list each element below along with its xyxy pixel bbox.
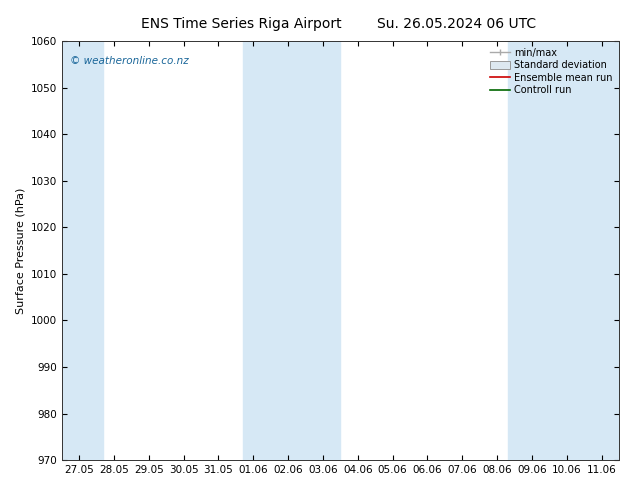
- Text: Su. 26.05.2024 06 UTC: Su. 26.05.2024 06 UTC: [377, 17, 536, 31]
- Y-axis label: Surface Pressure (hPa): Surface Pressure (hPa): [15, 187, 25, 314]
- Bar: [61, 41, 103, 460]
- Text: © weatheronline.co.nz: © weatheronline.co.nz: [70, 56, 189, 66]
- Bar: [508, 41, 619, 460]
- Bar: [243, 41, 340, 460]
- Legend: min/max, Standard deviation, Ensemble mean run, Controll run: min/max, Standard deviation, Ensemble me…: [488, 46, 614, 97]
- Text: ENS Time Series Riga Airport: ENS Time Series Riga Airport: [141, 17, 341, 31]
